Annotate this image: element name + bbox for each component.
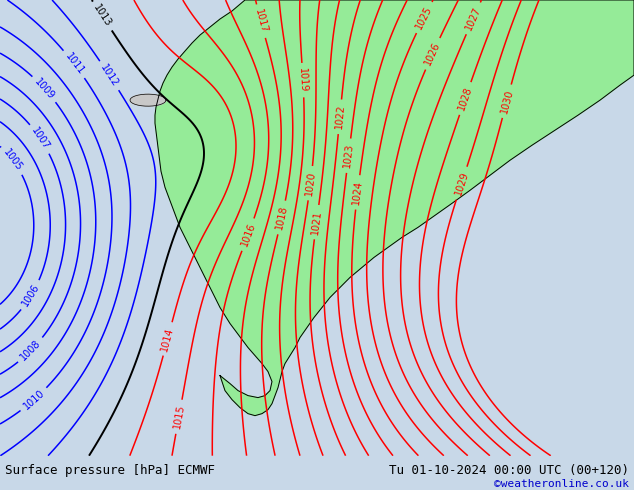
Text: 1016: 1016 — [239, 221, 257, 248]
Polygon shape — [0, 0, 634, 456]
Text: 1018: 1018 — [275, 204, 289, 231]
Text: 1029: 1029 — [453, 170, 470, 196]
Text: 1015: 1015 — [172, 404, 186, 430]
Text: 1026: 1026 — [423, 41, 442, 67]
Text: 1020: 1020 — [304, 171, 317, 196]
Text: 1012: 1012 — [98, 63, 120, 89]
Text: 1014: 1014 — [160, 326, 176, 352]
Text: 1019: 1019 — [297, 68, 309, 93]
Text: 1021: 1021 — [310, 209, 323, 235]
Text: Tu 01-10-2024 00:00 UTC (00+120): Tu 01-10-2024 00:00 UTC (00+120) — [389, 465, 629, 477]
Text: 1013: 1013 — [91, 3, 113, 29]
Text: 1022: 1022 — [333, 104, 346, 129]
Text: 1008: 1008 — [18, 338, 43, 363]
Polygon shape — [155, 0, 634, 416]
Text: 1028: 1028 — [456, 85, 474, 112]
Text: Surface pressure [hPa] ECMWF: Surface pressure [hPa] ECMWF — [5, 465, 215, 477]
Text: 1024: 1024 — [351, 179, 364, 205]
Text: 1011: 1011 — [63, 51, 86, 77]
Text: 1007: 1007 — [29, 125, 51, 152]
Text: 1023: 1023 — [342, 143, 355, 169]
Text: 1009: 1009 — [32, 76, 56, 101]
Text: ©weatheronline.co.uk: ©weatheronline.co.uk — [494, 479, 629, 490]
Text: 1025: 1025 — [414, 4, 434, 31]
Text: 1017: 1017 — [253, 8, 269, 34]
Text: 1010: 1010 — [22, 388, 46, 412]
Text: 1027: 1027 — [463, 5, 483, 32]
Polygon shape — [130, 94, 166, 106]
Text: 1030: 1030 — [499, 88, 515, 114]
Text: 1006: 1006 — [20, 282, 42, 309]
Text: 1005: 1005 — [1, 147, 24, 173]
